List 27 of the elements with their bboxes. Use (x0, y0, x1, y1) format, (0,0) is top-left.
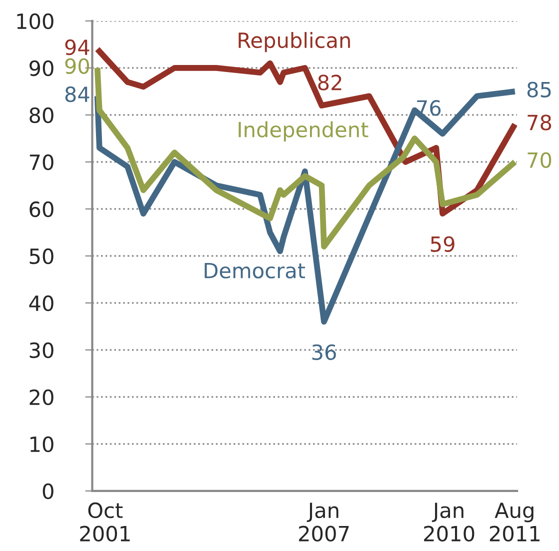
y-tick-label: 100 (17, 13, 54, 30)
y-tick-label: 40 (29, 295, 54, 312)
y-tick-label: 60 (30, 201, 54, 218)
data-label: 85 (527, 82, 551, 98)
data-label: 94 (65, 39, 90, 56)
y-tick-label: 10 (30, 436, 54, 452)
y-tick-label: 80 (30, 107, 54, 124)
data-label: 36 (312, 344, 336, 360)
data-label: 59 (430, 236, 454, 252)
data-label: 90 (65, 58, 90, 74)
series-label: Independent (238, 121, 368, 142)
y-tick-label: 50 (30, 248, 54, 264)
data-label: 84 (65, 86, 90, 102)
x-tick-label: Jan 2010 (424, 502, 474, 542)
data-label: 70 (528, 152, 552, 168)
x-tick-label: Aug 2011 (490, 502, 540, 542)
y-tick-label: 20 (30, 389, 54, 406)
y-tick-label: 30 (30, 342, 54, 358)
y-tick-label: 90 (30, 60, 54, 76)
x-tick-label: Oct 2001 (80, 502, 130, 542)
y-tick-label: 70 (30, 154, 54, 170)
data-label: 82 (318, 74, 342, 90)
x-tick-label: Jan 2007 (299, 502, 349, 542)
data-label: 78 (528, 114, 552, 130)
series-label: Republican (238, 32, 350, 52)
series-label: Democrat (204, 262, 306, 278)
y-tick-label: 0 (42, 483, 54, 500)
